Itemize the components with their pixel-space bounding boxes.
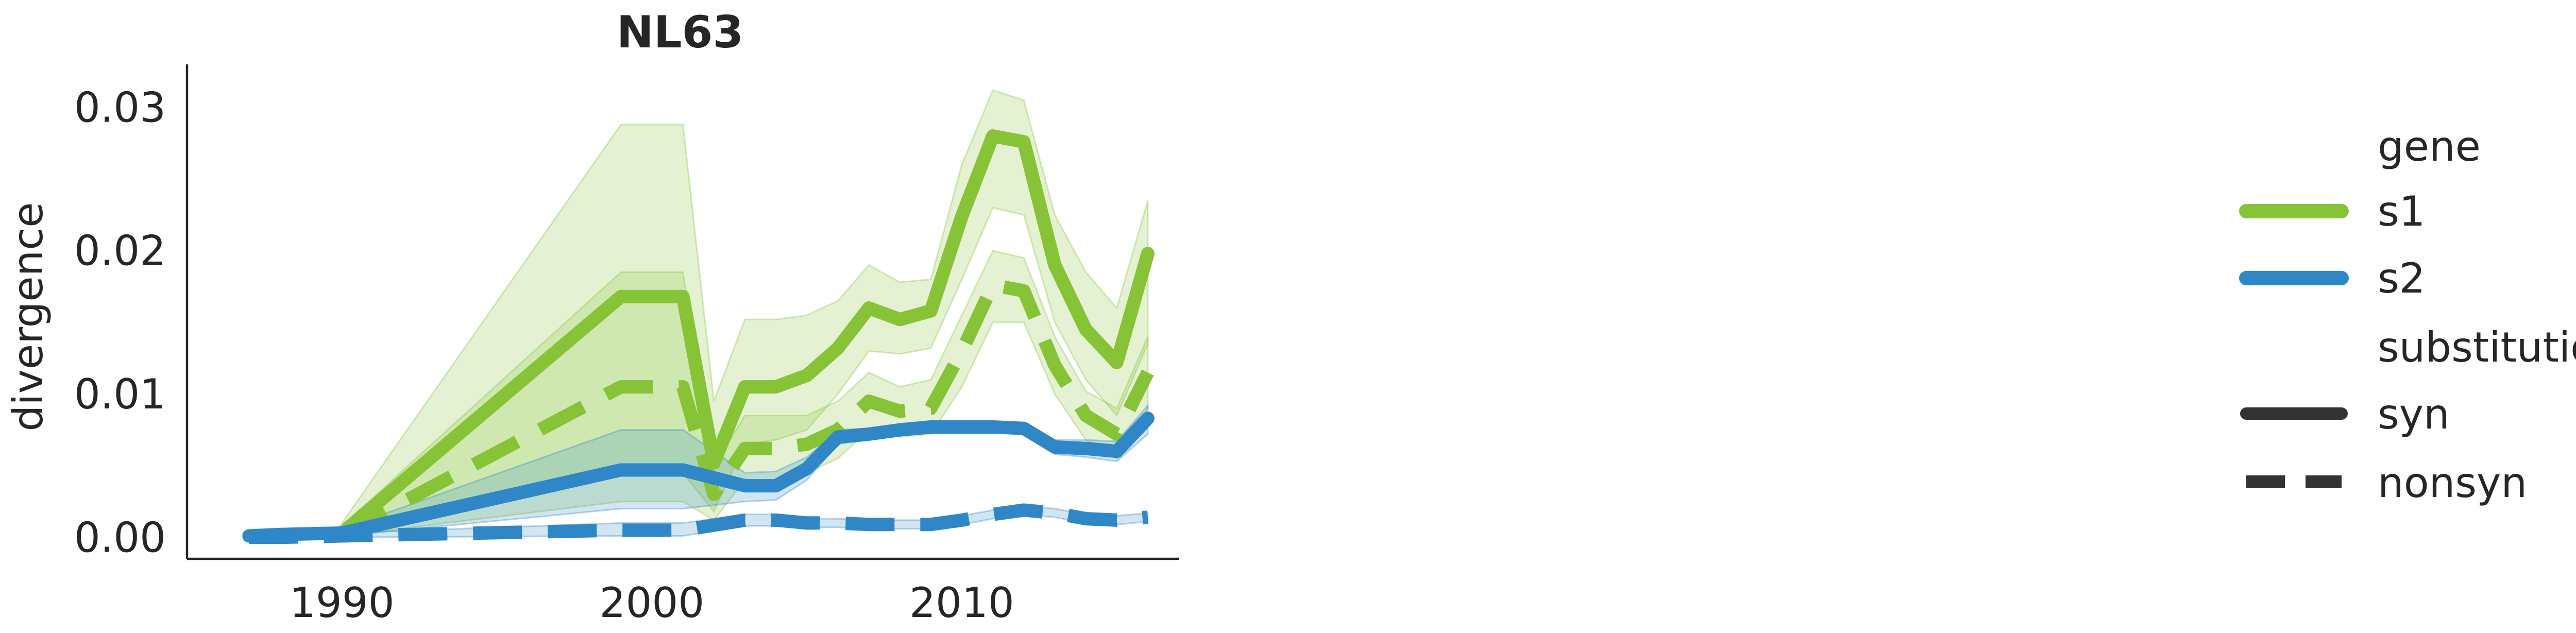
legend-title-substitution: substitution	[2378, 323, 2576, 371]
legend-title-gene: gene	[2378, 123, 2481, 170]
legend-entry-syn: syn	[2378, 390, 2450, 438]
line-s1-syn	[335, 129, 1155, 540]
y-tick-label: 0.00	[74, 514, 166, 561]
legend: gene s1 s2 substitution syn nonsyn	[2239, 123, 2576, 507]
x-tick-label: 2010	[909, 579, 1014, 627]
y-axis-label: divergence	[4, 202, 52, 432]
chart-title: NL63	[617, 7, 743, 58]
legend-entry-s1: s1	[2378, 187, 2426, 235]
y-tick-label: 0.03	[74, 83, 166, 131]
series-lines	[242, 129, 1155, 544]
line-s2-nonsyn	[249, 503, 1149, 544]
x-ticks: 1990 2000 2010	[290, 579, 1014, 627]
legend-entry-nonsyn: nonsyn	[2378, 459, 2527, 507]
y-tick-label: 0.02	[74, 227, 166, 275]
legend-entry-s2: s2	[2378, 254, 2426, 302]
line-s2-syn	[242, 412, 1155, 543]
axes	[185, 64, 1179, 560]
y-ticks: 0.00 0.01 0.02 0.03	[74, 83, 166, 561]
y-tick-label: 0.01	[74, 370, 166, 418]
x-tick-label: 2000	[600, 579, 705, 627]
x-tick-label: 1990	[290, 579, 395, 627]
